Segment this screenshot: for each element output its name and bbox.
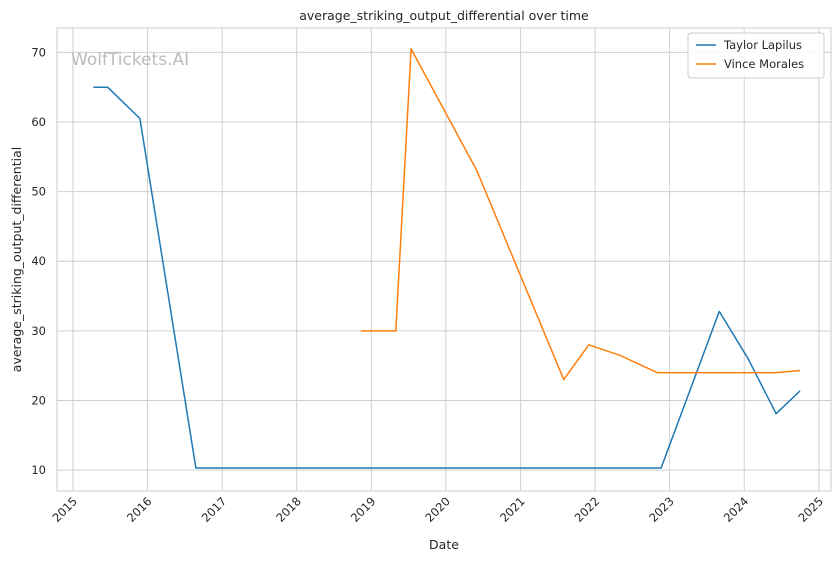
- x-tick-label: 2022: [572, 494, 603, 525]
- legend-label-1: Taylor Lapilus: [723, 38, 802, 52]
- plot-frame: [56, 27, 832, 492]
- x-tick-label: 2016: [124, 494, 155, 525]
- x-tick-label: 2023: [646, 494, 677, 525]
- series-line-2: [360, 48, 801, 381]
- legend-box: [687, 32, 825, 79]
- y-tick-label: 40: [31, 254, 46, 268]
- y-axis-ticks: 10 20 30 40 50 60 70: [31, 45, 46, 477]
- y-tick-label: 30: [31, 324, 46, 338]
- y-tick-label: 50: [31, 185, 46, 199]
- grid: [57, 28, 831, 491]
- x-tick-label: 2020: [422, 494, 453, 525]
- x-tick-label: 2021: [497, 494, 528, 525]
- x-axis-label: Date: [429, 537, 459, 552]
- x-tick-label: 2025: [795, 494, 826, 525]
- chart-title: average_striking_output_differential ove…: [299, 8, 589, 23]
- x-tick-label: 2015: [49, 494, 80, 525]
- y-tick-label: 70: [31, 45, 46, 59]
- x-tick-label: 2024: [721, 494, 752, 525]
- series-lines: [93, 48, 801, 469]
- y-tick-label: 10: [31, 463, 46, 477]
- x-tick-label: 2017: [199, 494, 230, 525]
- x-axis-ticks: 2015 2016 2017 2018 2019 2020 2021 2022 2023 2024…: [49, 494, 826, 525]
- legend-label-2: Vince Morales: [724, 57, 804, 71]
- series-line-1: [93, 86, 801, 469]
- x-tick-label: 2019: [348, 494, 379, 525]
- x-tick-label: 2018: [273, 494, 304, 525]
- legend: Taylor Lapilus Vince Morales: [687, 32, 825, 79]
- watermark-text: WolfTickets.AI: [71, 50, 189, 70]
- y-tick-label: 20: [31, 393, 46, 407]
- y-axis-label: average_striking_output_differential: [9, 147, 24, 372]
- y-tick-label: 60: [31, 115, 46, 129]
